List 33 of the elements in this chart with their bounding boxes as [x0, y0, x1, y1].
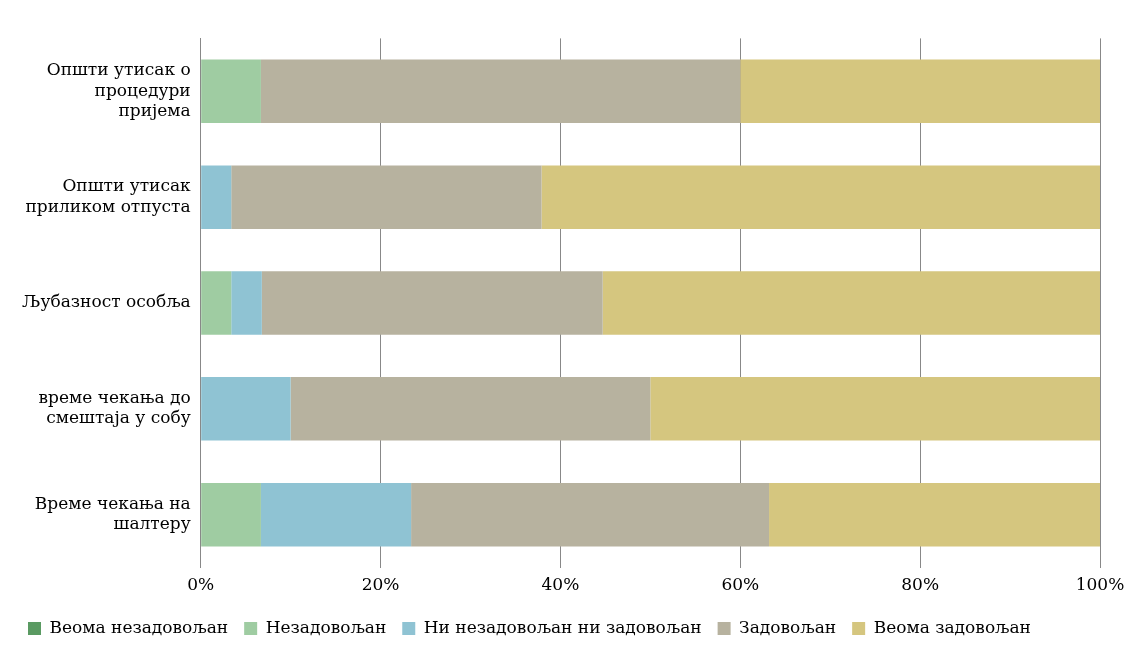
bar: [541, 165, 1100, 229]
bar: [261, 271, 603, 335]
bar: [290, 377, 651, 441]
bar: [769, 482, 1100, 547]
bar: [231, 271, 262, 335]
legend-label: Незадовољан: [265, 616, 387, 637]
x-tick-label: 60%: [721, 574, 760, 595]
bar: [602, 271, 1100, 335]
bar: [740, 59, 1100, 124]
bar: [411, 482, 770, 547]
y-tick-label: Општи утисак приликом отпуста: [25, 175, 192, 216]
legend-label: Веома незадовољан: [49, 616, 229, 637]
legend-label: Веома задовољан: [873, 616, 1031, 637]
bar: [201, 271, 232, 335]
bar: [260, 59, 741, 124]
bar: [201, 165, 232, 229]
bar: [201, 377, 291, 441]
x-tick-label: 40%: [541, 574, 580, 595]
y-tick-label: време чекања до смештаја у собу: [38, 387, 191, 428]
x-tick-label: 0%: [187, 574, 215, 595]
bar: [201, 59, 261, 124]
y-tick-label: Општи утисак о процедури пријема: [46, 59, 191, 121]
legend-label: Ни незадовољан ни задовољан: [423, 616, 702, 637]
y-tick-label: Време чекања на шалтеру: [34, 492, 191, 534]
bar: [650, 377, 1100, 441]
bar: [201, 482, 261, 547]
x-tick-label: 80%: [901, 574, 940, 595]
y-tick-label: Љубазност особља: [22, 291, 191, 312]
bar: [231, 165, 542, 229]
bar: [260, 482, 412, 547]
legend-label: Задовољан: [739, 616, 837, 637]
x-tick-label: 100%: [1075, 574, 1125, 595]
x-tick-label: 20%: [361, 574, 400, 595]
